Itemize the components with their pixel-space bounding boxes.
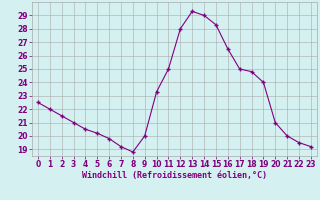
X-axis label: Windchill (Refroidissement éolien,°C): Windchill (Refroidissement éolien,°C) [82, 171, 267, 180]
